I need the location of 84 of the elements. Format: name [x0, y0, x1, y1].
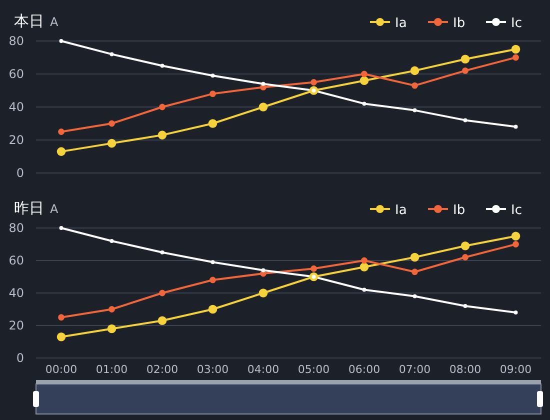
point [108, 306, 115, 312]
y-tick-label: 80 [8, 34, 24, 48]
point [261, 268, 266, 272]
y-axis-title: A [50, 202, 59, 216]
y-tick-label: 40 [8, 286, 24, 300]
point [360, 262, 369, 272]
point [158, 130, 167, 140]
point [261, 82, 266, 86]
point [210, 90, 216, 97]
point [210, 260, 215, 264]
point [58, 314, 64, 321]
point [460, 241, 470, 250]
chart-title: 昨日 [14, 199, 44, 217]
legend-label: Ib [453, 16, 466, 31]
point [512, 241, 519, 248]
point [362, 288, 366, 292]
point [412, 82, 418, 89]
point [360, 76, 369, 85]
point [107, 138, 116, 148]
point [462, 254, 468, 260]
point [208, 304, 218, 314]
point [362, 102, 366, 106]
y-tick-label: 40 [8, 100, 24, 114]
point [460, 54, 470, 64]
y-tick-label: 0 [16, 351, 24, 365]
x-tick-label: 02:00 [146, 363, 178, 376]
x-tick-label: 06:00 [348, 363, 380, 376]
point [210, 74, 215, 78]
point [463, 118, 468, 122]
y-tick-label: 0 [16, 166, 24, 180]
point [56, 147, 66, 156]
point [107, 324, 116, 334]
point [56, 332, 66, 342]
point [410, 66, 420, 76]
legend-label: Ib [453, 203, 466, 218]
x-tick-label: 03:00 [196, 363, 229, 376]
x-tick-label: 01:00 [96, 363, 128, 376]
point [59, 226, 64, 230]
y-tick-label: 20 [8, 133, 24, 147]
point [361, 257, 368, 264]
point [361, 70, 368, 78]
point [410, 252, 420, 262]
point [511, 232, 520, 241]
point [208, 119, 218, 128]
point [258, 288, 268, 298]
x-tick-label: 09:00 [500, 363, 532, 376]
point [258, 102, 268, 112]
legend-label: Ic [511, 16, 522, 31]
point [511, 44, 520, 54]
x-tick-label: 05:00 [298, 363, 330, 376]
point [110, 52, 114, 56]
y-tick-label: 60 [8, 254, 24, 268]
point [514, 310, 518, 314]
point [110, 239, 114, 243]
y-axis-title: A [50, 15, 59, 29]
point [158, 316, 167, 326]
point [210, 276, 216, 284]
legend-label: Ia [395, 203, 407, 218]
point [412, 294, 417, 298]
chart-title: 本日 [14, 12, 44, 30]
y-tick-label: 60 [8, 67, 24, 81]
point [160, 250, 164, 254]
legend-label: Ia [395, 16, 407, 31]
point [108, 120, 115, 127]
point [514, 124, 518, 129]
point [159, 290, 166, 296]
x-tick-label: 04:00 [247, 363, 280, 376]
point [58, 128, 64, 135]
x-tick-label: 00:00 [45, 363, 78, 376]
legend-label: Ic [511, 203, 522, 218]
point [59, 39, 64, 43]
point [512, 54, 519, 61]
x-tick-label: 08:00 [449, 363, 482, 376]
point [160, 64, 164, 68]
point [310, 265, 317, 272]
y-tick-label: 20 [8, 318, 24, 332]
point [462, 68, 468, 74]
point [310, 79, 317, 86]
point [412, 108, 417, 112]
point [412, 268, 418, 276]
y-tick-label: 80 [8, 221, 24, 235]
point [159, 104, 166, 110]
point [463, 304, 468, 308]
x-tick-label: 07:00 [398, 363, 431, 376]
